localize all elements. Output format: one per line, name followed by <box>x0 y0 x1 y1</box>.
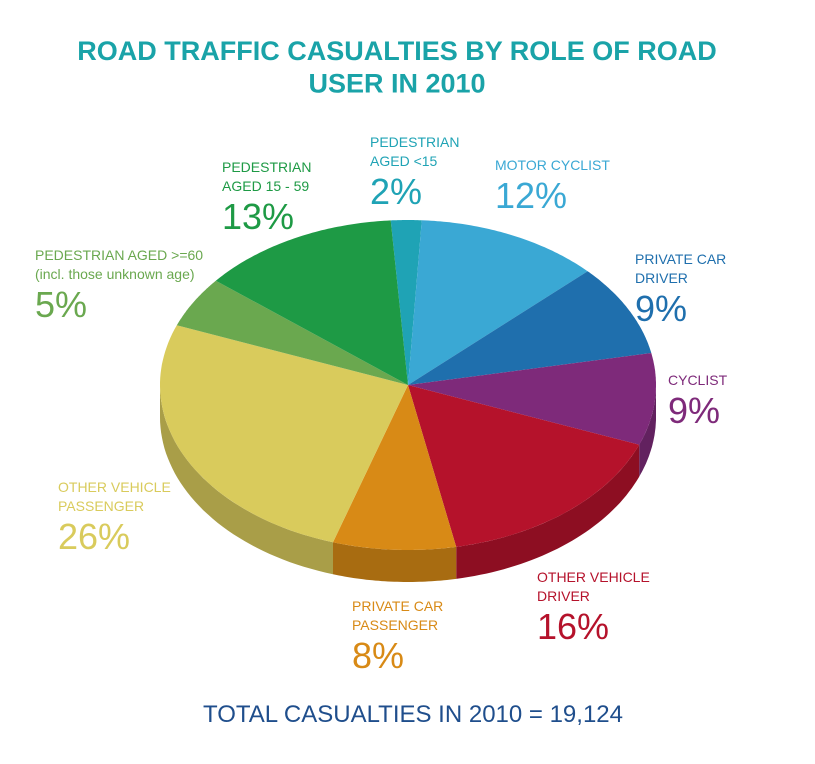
chart-title: ROAD TRAFFIC CASUALTIES BY ROLE OF ROAD U… <box>77 36 717 98</box>
value-label: 9% <box>635 288 687 329</box>
slice-label: PRIVATE CAR DRIVER <box>635 251 726 286</box>
slice <box>408 271 652 385</box>
value-label: 5% <box>35 284 87 325</box>
value-label: 16% <box>537 606 609 647</box>
slice-label: CYCLIST <box>668 372 728 388</box>
slice-label: PEDESTRIAN AGED >=60 (incl. those unknown… <box>35 247 203 282</box>
slice <box>408 385 640 547</box>
slice <box>215 220 408 385</box>
value-label: 12% <box>495 175 567 216</box>
value-label: 2% <box>370 171 422 212</box>
slice <box>160 325 408 543</box>
slice-label: MOTOR CYCLIST <box>495 157 610 173</box>
slice <box>333 385 457 550</box>
slice-label: PEDESTRIAN AGED 15 - 59 <box>222 159 311 194</box>
slice-side <box>160 385 333 575</box>
slice <box>390 220 422 385</box>
footnote: TOTAL CASUALTIES IN 2010 = 19,124 <box>203 701 623 728</box>
value-label: 9% <box>668 390 720 431</box>
value-label: 13% <box>222 196 294 237</box>
slice-side <box>639 385 656 477</box>
slice-label: PRIVATE CAR PASSENGER <box>352 598 443 633</box>
value-label: 26% <box>58 516 130 557</box>
slice <box>408 353 656 445</box>
slice <box>408 220 588 385</box>
slice-side <box>333 542 457 582</box>
slice <box>176 280 408 385</box>
value-label: 8% <box>352 635 404 676</box>
slice-side <box>456 444 640 579</box>
slice-label: OTHER VEHICLE PASSENGER <box>58 479 171 514</box>
slice-label: PEDESTRIAN AGED <15 <box>370 134 459 169</box>
slice-label: OTHER VEHICLE DRIVER <box>537 569 650 604</box>
